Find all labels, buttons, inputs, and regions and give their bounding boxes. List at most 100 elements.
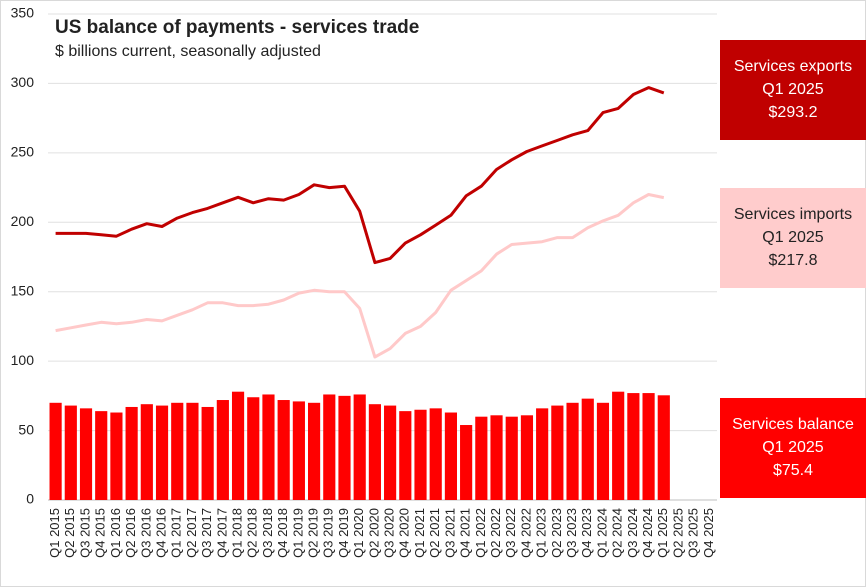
y-tick-label: 50: [18, 421, 34, 437]
x-tick-label: Q3 2017: [199, 508, 214, 558]
x-tick-label: Q1 2017: [169, 508, 184, 558]
bar: [155, 405, 169, 500]
bar: [186, 402, 199, 500]
x-tick-label: Q2 2024: [610, 508, 625, 558]
bar: [505, 416, 518, 500]
bar: [460, 425, 473, 500]
bar: [201, 406, 214, 500]
bar: [399, 411, 412, 500]
x-tick-label: Q2 2021: [427, 508, 442, 558]
chart-title: US balance of payments - services trade: [55, 17, 419, 38]
x-tick-label: Q2 2020: [366, 508, 381, 558]
annotation-box: [720, 188, 866, 288]
y-tick-label: 300: [11, 74, 35, 90]
x-tick-label: Q1 2025: [655, 508, 670, 558]
chart-subtitle: $ billions current, seasonally adjusted: [55, 43, 321, 60]
x-tick-label: Q3 2025: [686, 508, 701, 558]
x-tick-label: Q4 2018: [275, 508, 290, 558]
bar: [247, 397, 260, 500]
x-tick-label: Q2 2019: [306, 508, 321, 558]
bar: [520, 415, 534, 500]
y-tick-label: 350: [11, 5, 35, 21]
x-tick-label: Q4 2025: [701, 508, 716, 558]
bar: [657, 395, 670, 500]
bar: [292, 401, 305, 500]
bar: [125, 406, 138, 500]
x-tick-label: Q4 2015: [93, 508, 108, 558]
x-tick-label: Q4 2020: [397, 508, 412, 558]
bar: [384, 405, 397, 500]
x-tick-label: Q2 2016: [123, 508, 138, 558]
line: [55, 86, 665, 265]
annotation-text: $293.2: [769, 104, 818, 121]
x-tick-label: Q3 2016: [138, 508, 153, 558]
annotation-text: Services balance: [732, 416, 854, 433]
x-tick-label: Q2 2023: [549, 508, 564, 558]
x-tick-label: Q1 2016: [108, 508, 123, 558]
y-tick-label: 100: [11, 352, 35, 368]
y-tick-label: 200: [11, 213, 35, 229]
x-tick-label: Q4 2019: [336, 508, 351, 558]
x-tick-label: Q3 2018: [260, 508, 275, 558]
bar: [642, 393, 655, 500]
annotation-text: Q1 2025: [762, 229, 823, 246]
bar: [475, 416, 488, 500]
bar: [140, 404, 153, 500]
bar: [444, 412, 458, 500]
x-tick-label: Q2 2022: [488, 508, 503, 558]
x-tick-label: Q2 2025: [670, 508, 685, 558]
annotation-text: Q1 2025: [762, 439, 823, 456]
bar: [231, 391, 245, 500]
bar: [277, 400, 290, 500]
x-tick-label: Q4 2016: [153, 508, 168, 558]
x-tick-label: Q3 2022: [503, 508, 518, 558]
annotation-box: [720, 40, 866, 140]
x-tick-label: Q1 2020: [351, 508, 366, 558]
bar: [551, 405, 564, 500]
x-tick-label: Q3 2021: [442, 508, 457, 558]
y-tick-label: 0: [26, 491, 34, 507]
x-tick-label: Q1 2022: [473, 508, 488, 558]
bar: [64, 405, 77, 500]
x-tick-label: Q1 2024: [594, 508, 609, 558]
x-tick-label: Q4 2017: [214, 508, 229, 558]
bar: [581, 398, 594, 500]
bar: [353, 394, 366, 500]
bar: [95, 411, 108, 500]
annotation-text: Q1 2025: [762, 81, 823, 98]
bar: [79, 408, 93, 500]
x-tick-label: Q4 2022: [518, 508, 533, 558]
bar: [536, 408, 549, 500]
x-tick-label: Q3 2020: [382, 508, 397, 558]
bar: [171, 402, 184, 500]
x-tick-label: Q3 2024: [625, 508, 640, 558]
bar: [216, 400, 229, 500]
bar: [612, 391, 625, 500]
x-tick-label: Q3 2015: [77, 508, 92, 558]
bar: [414, 409, 427, 500]
x-tick-label: Q2 2017: [184, 508, 199, 558]
bar: [566, 402, 579, 500]
annotation-text: $75.4: [773, 462, 813, 479]
bar: [627, 393, 640, 500]
y-tick-label: 250: [11, 144, 35, 160]
y-tick-label: 150: [11, 282, 35, 298]
x-tick-label: Q2 2015: [62, 508, 77, 558]
bar: [49, 402, 62, 500]
x-tick-label: Q2 2018: [245, 508, 260, 558]
x-tick-label: Q4 2024: [640, 508, 655, 558]
bar: [490, 415, 503, 500]
annotation-text: Services exports: [734, 58, 852, 75]
bar: [368, 404, 381, 500]
x-tick-label: Q3 2023: [564, 508, 579, 558]
annotation-text: Services imports: [734, 206, 852, 223]
bar: [596, 402, 610, 500]
annotation-box: [720, 398, 866, 498]
line: [55, 193, 665, 359]
bar: [338, 395, 351, 500]
x-tick-label: Q1 2015: [47, 508, 62, 558]
x-tick-label: Q1 2021: [412, 508, 427, 558]
bar: [110, 412, 123, 500]
x-tick-label: Q1 2023: [534, 508, 549, 558]
